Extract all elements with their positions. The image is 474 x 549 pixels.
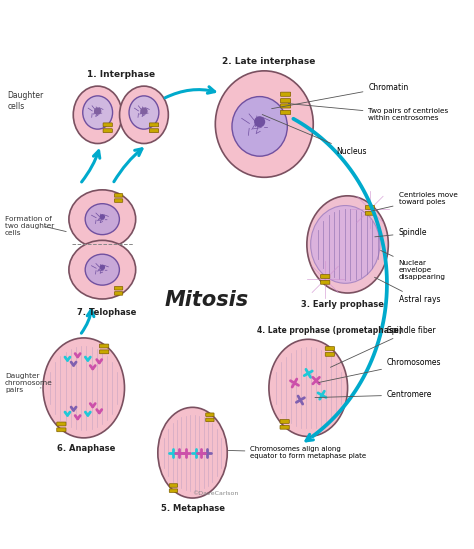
Ellipse shape	[119, 86, 168, 143]
FancyBboxPatch shape	[320, 281, 330, 284]
Text: Chromosomes align along
equator to form metaphase plate: Chromosomes align along equator to form …	[228, 446, 366, 459]
FancyBboxPatch shape	[281, 99, 291, 103]
FancyBboxPatch shape	[100, 350, 109, 354]
Ellipse shape	[269, 339, 347, 436]
FancyBboxPatch shape	[325, 352, 335, 356]
Ellipse shape	[73, 86, 122, 143]
Ellipse shape	[85, 254, 119, 285]
FancyBboxPatch shape	[365, 211, 374, 215]
Ellipse shape	[83, 96, 113, 129]
Circle shape	[100, 214, 105, 220]
FancyBboxPatch shape	[325, 346, 335, 350]
Text: Daughter
chromosome
pairs: Daughter chromosome pairs	[5, 373, 53, 393]
FancyBboxPatch shape	[114, 292, 123, 295]
FancyBboxPatch shape	[169, 489, 178, 492]
Text: Astral rays: Astral rays	[374, 277, 440, 305]
Text: 5. Metaphase: 5. Metaphase	[161, 503, 225, 513]
FancyBboxPatch shape	[320, 274, 330, 278]
Ellipse shape	[307, 196, 388, 293]
FancyBboxPatch shape	[280, 425, 289, 429]
FancyBboxPatch shape	[100, 344, 109, 348]
Circle shape	[254, 116, 265, 127]
Ellipse shape	[310, 205, 380, 283]
FancyBboxPatch shape	[365, 205, 374, 209]
Text: 1. Interphase: 1. Interphase	[87, 70, 155, 79]
Ellipse shape	[69, 240, 136, 299]
Text: Spindle: Spindle	[375, 228, 427, 237]
FancyBboxPatch shape	[169, 484, 178, 488]
Ellipse shape	[129, 96, 159, 129]
FancyBboxPatch shape	[103, 128, 112, 132]
FancyBboxPatch shape	[206, 413, 214, 417]
Text: Nucleus: Nucleus	[262, 115, 366, 156]
Text: Mitosis: Mitosis	[164, 290, 248, 310]
FancyBboxPatch shape	[281, 92, 291, 96]
Circle shape	[140, 108, 147, 115]
FancyBboxPatch shape	[281, 110, 291, 115]
Text: 7. Telophase: 7. Telophase	[77, 308, 137, 317]
FancyBboxPatch shape	[281, 104, 291, 108]
Text: Nuclear
envelope
disappearing: Nuclear envelope disappearing	[381, 250, 446, 280]
Text: ©DaveCarlson: ©DaveCarlson	[192, 491, 239, 496]
FancyBboxPatch shape	[114, 287, 123, 290]
Ellipse shape	[158, 407, 227, 498]
Ellipse shape	[69, 190, 136, 249]
FancyBboxPatch shape	[149, 128, 159, 132]
Text: 3. Early prophase: 3. Early prophase	[301, 300, 384, 309]
Text: 6. Anaphase: 6. Anaphase	[57, 444, 115, 453]
Text: Spindle fiber: Spindle fiber	[330, 326, 436, 367]
FancyBboxPatch shape	[57, 428, 66, 432]
Text: Centromere: Centromere	[315, 390, 432, 399]
Ellipse shape	[232, 97, 287, 156]
Text: Two pairs of centrioles
within centrosomes: Two pairs of centrioles within centrosom…	[288, 104, 449, 121]
Text: Daughter
cells: Daughter cells	[8, 91, 44, 111]
Ellipse shape	[85, 204, 119, 234]
Text: Formation of
two daughter
cells: Formation of two daughter cells	[5, 216, 55, 236]
Circle shape	[100, 265, 105, 270]
Text: 2. Late interphase: 2. Late interphase	[222, 57, 316, 66]
FancyBboxPatch shape	[280, 419, 289, 423]
FancyBboxPatch shape	[103, 123, 112, 127]
Text: Chromatin: Chromatin	[272, 82, 409, 109]
Text: Chromosomes: Chromosomes	[319, 358, 441, 383]
Ellipse shape	[43, 338, 125, 438]
Text: Centrioles move
toward poles: Centrioles move toward poles	[373, 192, 457, 211]
FancyBboxPatch shape	[114, 194, 123, 197]
Text: 4. Late prophase (prometaphase): 4. Late prophase (prometaphase)	[257, 326, 402, 335]
FancyBboxPatch shape	[114, 199, 123, 203]
FancyBboxPatch shape	[57, 422, 66, 426]
FancyBboxPatch shape	[149, 123, 159, 127]
Ellipse shape	[215, 71, 313, 177]
Circle shape	[94, 108, 101, 115]
FancyBboxPatch shape	[206, 418, 214, 422]
